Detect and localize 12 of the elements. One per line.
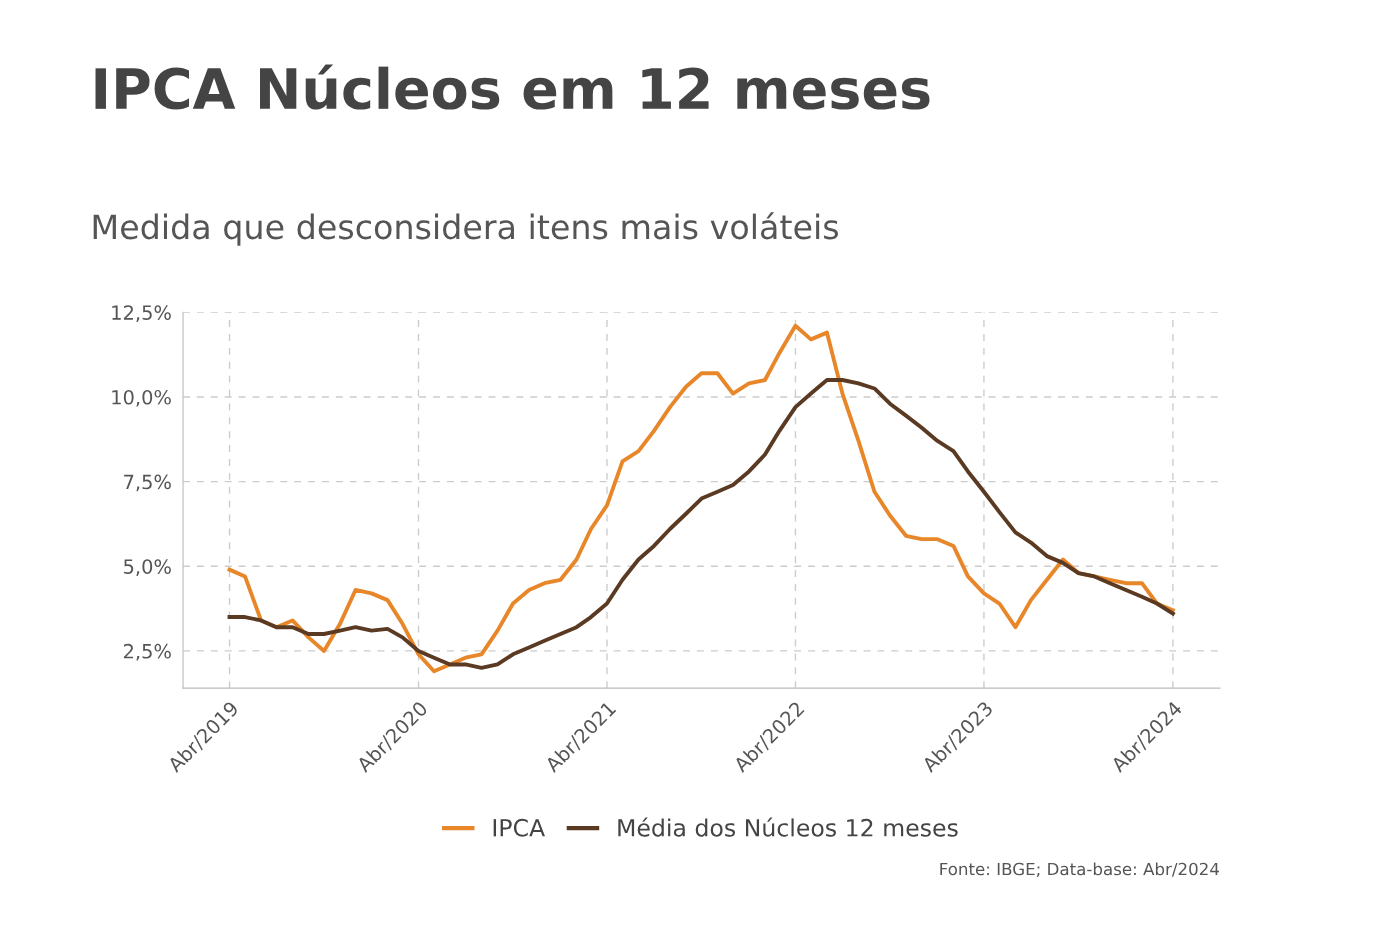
y-tick-label: 5,0%: [124, 559, 171, 576]
y-tick-label: 12,5%: [112, 305, 171, 322]
y-tick-label: 10,0%: [112, 389, 171, 407]
y-tick-label: 7,5%: [124, 474, 171, 492]
line-series: [227, 378, 1175, 670]
source-note: Fonte: IBGE; Data-base: Abr/2024: [940, 862, 1219, 878]
y-tick-label: 2,5%: [123, 643, 171, 661]
line-series: [227, 323, 1175, 674]
legend-label: Média dos Núcleos 12 meses: [618, 817, 958, 837]
legend-label: IPCA: [493, 818, 545, 837]
chart-subtitle: Medida que desconsidera itens mais voláteis: [93, 212, 839, 246]
chart-title: IPCA Núcleos em 12 meses: [95, 64, 930, 110]
